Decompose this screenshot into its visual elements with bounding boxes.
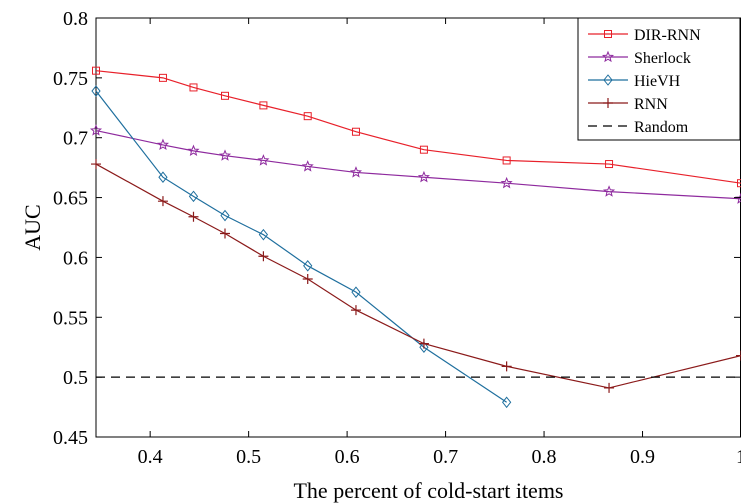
x-tick-label: 0.9 (630, 446, 655, 468)
data-point-hievh (188, 190, 199, 203)
data-point-sherlock (301, 160, 314, 172)
legend-item-dir-rnn: DIR-RNN (588, 27, 701, 44)
data-point-dir-rnn (419, 145, 428, 154)
legend-marker (604, 30, 612, 38)
data-point-rnn (736, 350, 741, 361)
series-hievh (91, 85, 512, 409)
data-point-rnn (418, 338, 429, 349)
data-point-hievh (91, 85, 101, 97)
y-tick-label: 0.5 (63, 367, 88, 389)
legend-label: Sherlock (634, 50, 691, 67)
data-point-sherlock (156, 138, 169, 151)
data-point-dir-rnn (605, 160, 614, 169)
y-tick-label: 0.55 (53, 307, 88, 329)
data-point-rnn (91, 159, 101, 170)
y-tick-label: 0.7 (63, 128, 88, 150)
data-point-dir-rnn (189, 83, 198, 92)
data-point-rnn (188, 211, 199, 222)
data-point-sherlock (218, 149, 232, 161)
series-line-dir-rnn (95, 70, 741, 184)
data-point-dir-rnn (221, 91, 229, 100)
data-point-sherlock (187, 144, 200, 157)
data-point-dir-rnn (303, 112, 312, 121)
data-point-rnn (501, 361, 512, 372)
data-point-sherlock (500, 176, 513, 189)
y-tick-label: 0.8 (63, 8, 88, 30)
series-line-rnn (95, 163, 741, 389)
data-point-rnn (302, 273, 313, 284)
legend-marker (601, 50, 615, 63)
data-point-sherlock (603, 185, 616, 197)
plot-area: 0.4 0.5 0.6 0.7 0.8 0.9 1 0.450.50.550.60.650.… (53, 8, 741, 468)
y-axis: 0.45 0.5 0.55 0.6 0.65 0.7 0.75 0.8 (53, 8, 740, 449)
data-point-hievh (419, 341, 429, 354)
x-tick-label: 0.4 (138, 446, 163, 468)
data-point-hievh (258, 228, 269, 241)
series-sherlock (89, 124, 741, 204)
data-point-dir-rnn (158, 73, 167, 82)
series-line-hievh (95, 90, 507, 403)
data-point-hievh (351, 286, 361, 298)
legend-label: DIR-RNN (634, 27, 701, 44)
x-tick-label: 0.5 (236, 446, 261, 468)
x-tick-label: 0.7 (433, 446, 458, 468)
data-point-hievh (158, 171, 168, 184)
legend-item-sherlock: Sherlock (588, 50, 691, 67)
data-point-rnn (220, 228, 230, 239)
data-point-dir-rnn (92, 66, 100, 75)
x-tick-label: 0.8 (532, 446, 557, 468)
data-point-rnn (604, 382, 615, 393)
data-point-dir-rnn (259, 101, 268, 110)
legend-item-random: Random (588, 119, 689, 136)
x-tick-label: 0.6 (335, 446, 360, 468)
legend-item-rnn: RNN (588, 96, 668, 113)
data-point-sherlock (89, 124, 103, 136)
data-point-hievh (220, 209, 230, 222)
legend: DIR-RNN Sherlock HieVH RNN Random (577, 17, 741, 141)
series-dir-rnn (92, 66, 741, 188)
y-tick-label: 0.75 (53, 68, 88, 90)
legend-label: HieVH (634, 73, 681, 90)
data-point-rnn (157, 196, 168, 207)
x-tick-label: 1 (736, 446, 741, 468)
data-point-sherlock (257, 154, 270, 166)
data-point-rnn (350, 305, 361, 316)
x-axis: 0.4 0.5 0.6 0.7 0.8 0.9 1 (138, 18, 741, 468)
data-point-hievh (303, 260, 313, 272)
data-point-dir-rnn (502, 156, 511, 165)
data-point-rnn (258, 251, 269, 262)
y-tick-label: 0.6 (63, 247, 88, 269)
series-rnn (91, 159, 741, 393)
y-tick-label: 0.45 (53, 427, 88, 449)
data-point-sherlock (417, 170, 430, 183)
series-layer (89, 66, 741, 409)
series-line-sherlock (95, 129, 741, 200)
data-point-dir-rnn (737, 179, 741, 188)
y-axis-label: AUC (20, 204, 45, 250)
data-point-dir-rnn (351, 127, 360, 136)
legend-item-hievh: HieVH (588, 73, 681, 90)
data-point-hievh (501, 396, 512, 409)
y-tick-label: 0.65 (53, 188, 88, 210)
legend-marker (603, 74, 613, 86)
legend-label: RNN (634, 96, 668, 113)
data-point-sherlock (349, 166, 362, 178)
legend-marker (603, 98, 613, 108)
legend-label: Random (634, 119, 689, 136)
x-axis-label: The percent of cold-start items (293, 478, 563, 503)
